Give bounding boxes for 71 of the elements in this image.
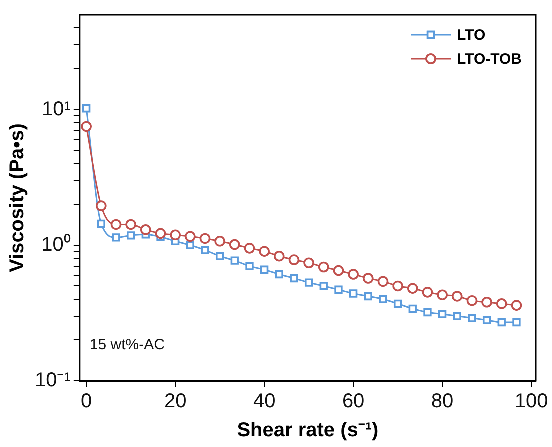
point (274, 250, 285, 262)
point (304, 278, 314, 287)
point (244, 243, 256, 254)
point (379, 295, 388, 304)
point (394, 300, 402, 308)
point (214, 236, 226, 247)
point (453, 312, 462, 320)
x-axis-title: Shear rate (s⁻¹) (237, 420, 379, 442)
point (200, 233, 211, 244)
point (408, 304, 417, 314)
point (229, 239, 240, 250)
point (424, 308, 432, 317)
point (512, 318, 521, 327)
point (498, 318, 506, 327)
point (290, 274, 298, 283)
x-tick-label: 80 (431, 390, 454, 413)
point (452, 291, 463, 302)
point (275, 270, 284, 279)
point (186, 241, 194, 250)
point (230, 256, 239, 265)
point (110, 219, 122, 230)
legend-label: LTO (457, 27, 486, 44)
point (216, 252, 224, 260)
y-tick-label: 10¹ (42, 98, 72, 120)
point (246, 262, 254, 270)
point (496, 298, 508, 310)
x-tick-label: 20 (164, 390, 187, 413)
point (288, 254, 300, 266)
point (126, 219, 136, 230)
point (96, 200, 107, 212)
point (392, 280, 404, 292)
x-tick-label: 100 (514, 390, 548, 413)
point (438, 310, 447, 318)
point (112, 234, 120, 242)
point (362, 273, 374, 284)
annotation: 15 wt%-AC (90, 336, 166, 354)
legend-label: LTO-TOB (457, 51, 522, 68)
x-tick-label: 60 (342, 390, 365, 413)
point (511, 300, 522, 311)
point (170, 230, 181, 241)
point (364, 292, 372, 301)
point (126, 232, 136, 240)
point (320, 282, 328, 290)
x-tick-label: 40 (253, 390, 276, 413)
point (97, 220, 106, 228)
point (378, 276, 389, 288)
point (437, 290, 448, 300)
point (422, 287, 434, 298)
point (482, 296, 492, 308)
point (82, 104, 91, 113)
point (468, 314, 476, 322)
y-axis-title: Viscosity (Pa•s) (6, 124, 29, 272)
point (482, 316, 492, 324)
point (140, 224, 152, 236)
point (81, 121, 92, 132)
point (155, 228, 166, 240)
point (333, 265, 344, 276)
point (259, 246, 270, 257)
point (466, 295, 478, 306)
point (260, 266, 269, 274)
point (201, 246, 210, 254)
y-tick-label: 10⁻¹ (35, 370, 72, 392)
point (348, 269, 359, 280)
point (349, 290, 358, 298)
y-tick-label: 10⁰ (42, 232, 71, 256)
point (407, 283, 418, 294)
point (334, 286, 343, 294)
x-tick-label: 0 (81, 390, 92, 413)
point (304, 258, 314, 269)
point (318, 262, 330, 273)
point (184, 231, 196, 242)
